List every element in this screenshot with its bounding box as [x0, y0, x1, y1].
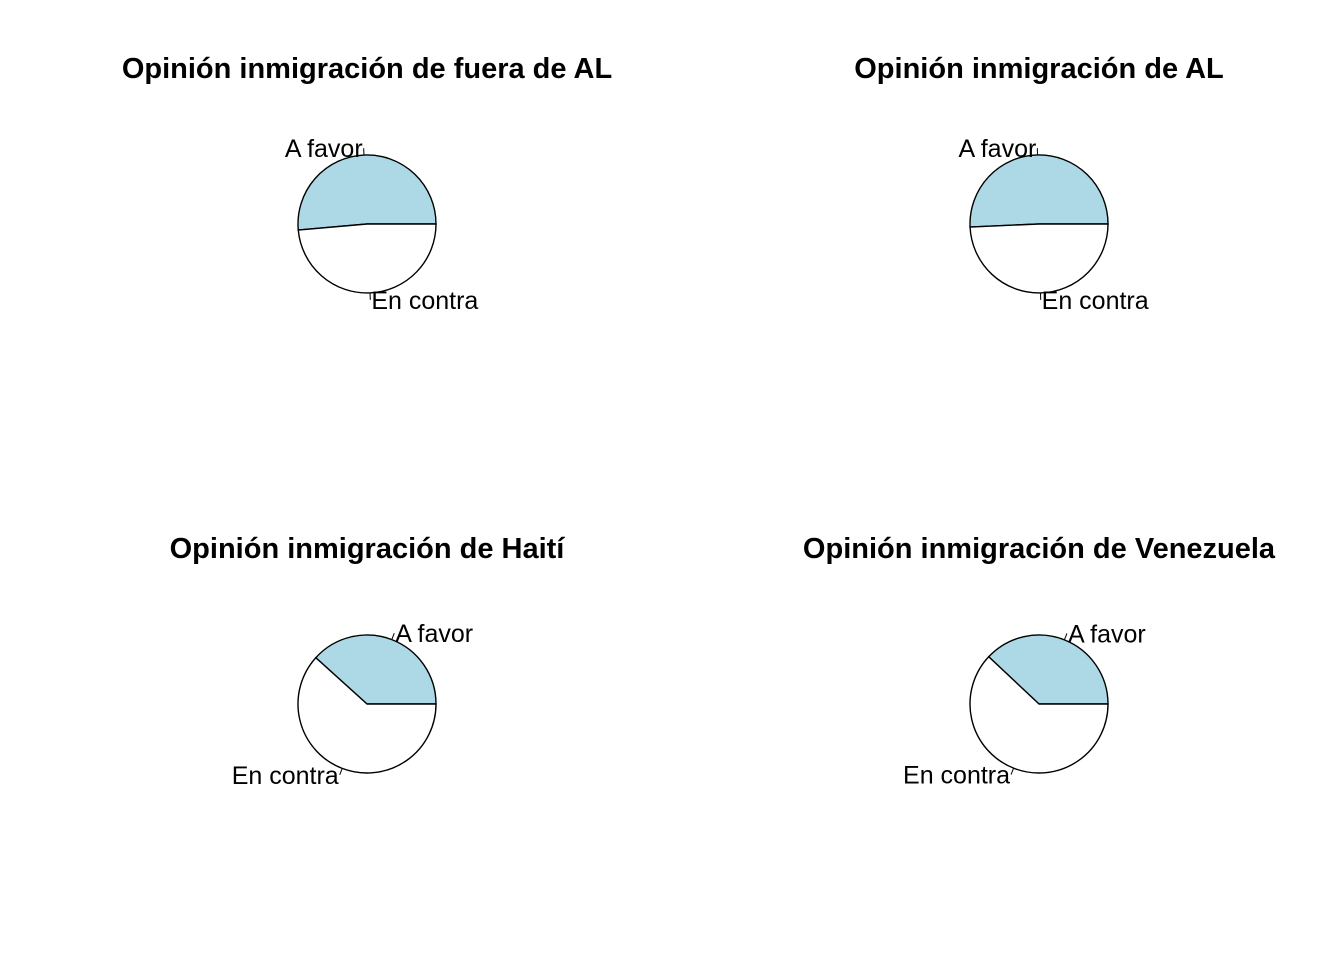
slice-label: A favor [959, 135, 1037, 163]
slice-label: A favor [285, 135, 363, 163]
slice-label: En contra [903, 762, 1010, 790]
slice-label-tick [391, 632, 395, 640]
chart-title: Opinión inmigración de Venezuela [803, 533, 1276, 565]
pie-panel-4: Opinión inmigración de Venezuela A favor E… [803, 533, 1276, 790]
pie-slice-a-favor [297, 154, 437, 231]
pie-slice-en-contra [969, 655, 1109, 774]
pie-slice-en-contra [297, 656, 437, 774]
pie-panel-1: Opinión inmigración de fuera de AL A favo… [122, 53, 612, 315]
chart-title: Opinión inmigración de AL [854, 53, 1223, 85]
slice-label: En contra [232, 762, 339, 790]
slice-label: En contra [1042, 287, 1149, 315]
chart-title: Opinión inmigración de Haití [170, 533, 566, 565]
pie-panel-2: Opinión inmigración de AL A favor En contr… [854, 53, 1223, 315]
slice-label: A favor [1068, 620, 1146, 648]
pie-panel-3: Opinión inmigración de Haití A favor En co… [170, 533, 566, 790]
slice-label: A favor [395, 620, 473, 648]
pie-slice-en-contra [297, 223, 437, 294]
pie-slice-en-contra [969, 223, 1109, 294]
chart-title: Opinión inmigración de fuera de AL [122, 53, 612, 85]
pie-slice-a-favor [969, 154, 1109, 228]
slice-label-tick [339, 768, 343, 776]
slice-label-tick [1063, 633, 1068, 641]
slice-label-tick [1010, 767, 1015, 775]
slice-label: En contra [371, 287, 478, 315]
